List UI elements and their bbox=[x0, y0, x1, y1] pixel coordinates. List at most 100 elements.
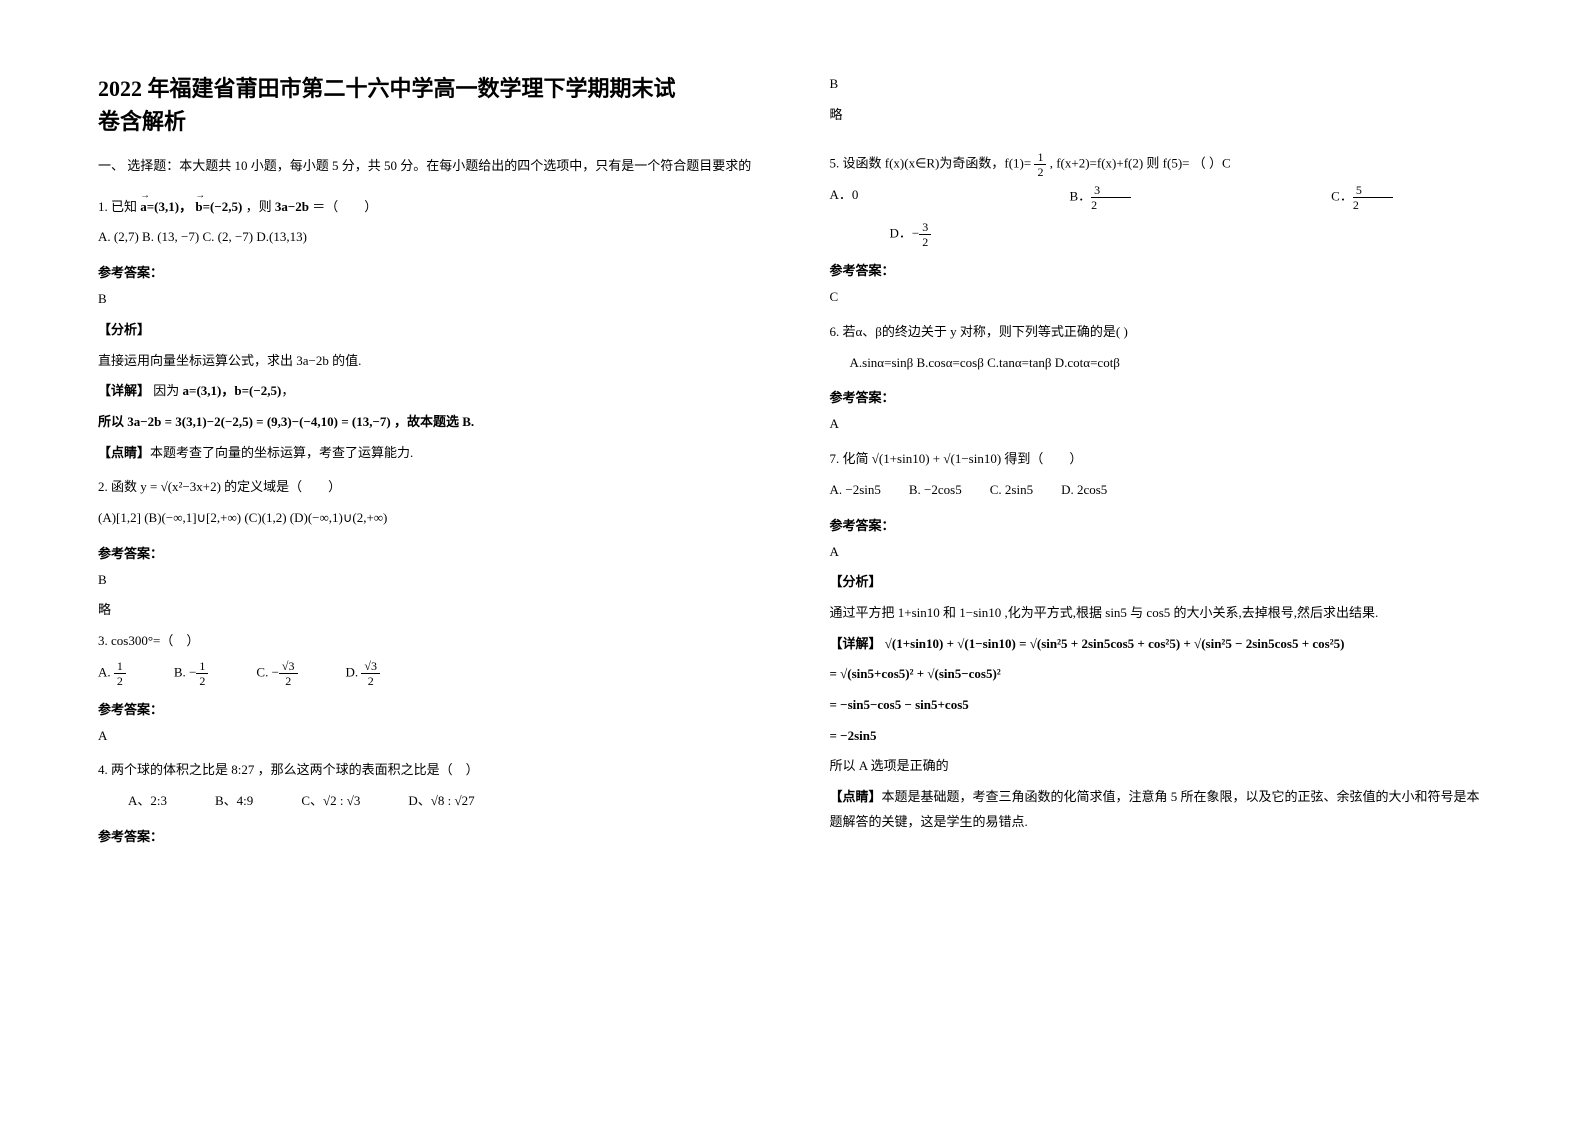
q7-analysis-label: 【分析】 bbox=[830, 570, 1490, 595]
q5-answer-label: 参考答案： bbox=[830, 260, 1490, 279]
q1-detail-line: 所以 3a−2b = 3(3,1)−2(−2,5) = (9,3)−(−4,10… bbox=[98, 410, 758, 435]
q5-optD-n: 3 bbox=[919, 221, 931, 235]
q2-answer: B bbox=[98, 568, 758, 593]
q5-optC-lbl: C． bbox=[1331, 189, 1353, 204]
q5-optC-d: 2 bbox=[1353, 198, 1393, 211]
q1-stem-post: ＝（ ） bbox=[312, 199, 377, 214]
q6-answer-label: 参考答案： bbox=[830, 387, 1490, 406]
right-column: B 略 5. 设函数 f(x)(x∈R)为奇函数，f(1)= 12 , f(x+… bbox=[830, 72, 1490, 1082]
q5-stem: 5. 设函数 f(x)(x∈R)为奇函数，f(1)= 12 , f(x+2)=f… bbox=[830, 151, 1490, 178]
q4-optC: C、√2 : √3 bbox=[301, 789, 360, 814]
q1-answer-label: 参考答案： bbox=[98, 262, 758, 281]
q3-optA: A. 12 bbox=[98, 660, 126, 687]
q4-options: A、2:3 B、4:9 C、√2 : √3 D、√8 : √27 bbox=[98, 789, 758, 814]
q2-answer2: 略 bbox=[98, 598, 758, 623]
q5-optB-n: 3 bbox=[1091, 184, 1131, 198]
q5-stem-n: 1 bbox=[1034, 151, 1046, 165]
q6-options: A.sinα=sinβ B.cosα=cosβ C.tanα=tanβ D.co… bbox=[830, 351, 1490, 376]
q1-options: A. (2,7) B. (13, −7) C. (2, −7) D.(13,13… bbox=[98, 225, 758, 250]
q5-optB-lbl: B． bbox=[1070, 189, 1092, 204]
q3-optD-d: 2 bbox=[368, 674, 374, 687]
q3-answer-label: 参考答案： bbox=[98, 699, 758, 718]
q7-optA: A. −2sin5 bbox=[830, 478, 881, 503]
q1-detail-label: 【详解】 bbox=[98, 383, 150, 398]
q3-optC-pre: − bbox=[272, 664, 279, 679]
q7-answer: A bbox=[830, 540, 1490, 565]
q5-optD-lbl: D． bbox=[890, 226, 912, 241]
q7-answer-label: 参考答案： bbox=[830, 515, 1490, 534]
q7-detail5: 所以 A 选项是正确的 bbox=[830, 754, 1490, 779]
q7-point-text: 本题是基础题，考查三角函数的化简求值，注意角 5 所在象限，以及它的正弦、余弦值… bbox=[830, 789, 1480, 829]
q2-stem: 2. 函数 y = √(x²−3x+2) 的定义域是（ ） bbox=[98, 475, 758, 500]
q1-bval: =(−2,5) bbox=[203, 199, 243, 214]
q5-stem-pre: 5. 设函数 f(x)(x∈R)为奇函数，f(1)= bbox=[830, 156, 1035, 171]
title-line2: 卷含解析 bbox=[98, 109, 186, 134]
q2-options: (A)[1,2] (B)(−∞,1]∪[2,+∞) (C)(1,2) (D)(−… bbox=[98, 506, 758, 531]
q1-answer: B bbox=[98, 287, 758, 312]
q1-analysis-text: 直接运用向量坐标运算公式，求出 3a−2b 的值. bbox=[98, 353, 361, 368]
q3-optC: C. −√32 bbox=[256, 660, 297, 687]
q4-optD: D、√8 : √27 bbox=[408, 789, 474, 814]
q5-optD-d: 2 bbox=[922, 235, 928, 248]
q5-options-row1: A．0 B．32 C．52 bbox=[830, 184, 1490, 211]
q1-expr: 3a−2b bbox=[275, 199, 309, 214]
q1-stem: 1. 已知 a=(3,1)， b=(−2,5) ，则 3a−2b ＝（ ） bbox=[98, 195, 758, 220]
q3-optB-pre: − bbox=[189, 664, 196, 679]
q5-optA: A．0 bbox=[830, 184, 870, 211]
q1-point: 【点睛】本题考查了向量的坐标运算，考查了运算能力. bbox=[98, 441, 758, 466]
q7-stem: 7. 化简 √(1+sin10) + √(1−sin10) 得到（ ） bbox=[830, 447, 1490, 472]
q5-optD-pre: − bbox=[912, 226, 919, 241]
q7-detail: 【详解】 √(1+sin10) + √(1−sin10) = √(sin²5 +… bbox=[830, 632, 1490, 657]
exam-title: 2022 年福建省莆田市第二十六中学高一数学理下学期期末试 卷含解析 bbox=[98, 72, 758, 138]
q3-optB-n: 1 bbox=[196, 660, 208, 674]
q7-detail-label: 【详解】 bbox=[830, 636, 882, 651]
q1-detail-pre: 因为 bbox=[153, 383, 179, 398]
q4-optB: B、4:9 bbox=[215, 789, 253, 814]
q7-analysis: 通过平方把 1+sin10 和 1−sin10 ,化为平方式,根据 sin5 与… bbox=[830, 601, 1490, 626]
q3-optB: B. −12 bbox=[174, 660, 209, 687]
q7-point: 【点睛】本题是基础题，考查三角函数的化简求值，注意角 5 所在象限，以及它的正弦… bbox=[830, 785, 1490, 834]
q5-answer: C bbox=[830, 285, 1490, 310]
q1-detail: 【详解】 因为 a=(3,1)，b=(−2,5)， bbox=[98, 379, 758, 404]
title-line1: 2022 年福建省莆田市第二十六中学高一数学理下学期期末试 bbox=[98, 76, 676, 101]
q1-analysis: 直接运用向量坐标运算公式，求出 3a−2b 的值. bbox=[98, 349, 758, 374]
q5-optC-n: 5 bbox=[1353, 184, 1393, 198]
q1-point-label: 【点睛】 bbox=[98, 445, 150, 460]
q1-stem-pre: 1. 已知 bbox=[98, 199, 137, 214]
q5-stem-post: , f(x+2)=f(x)+f(2) 则 f(5)= （ ）C bbox=[1050, 156, 1231, 171]
q7-options: A. −2sin5 B. −2cos5 C. 2sin5 D. 2cos5 bbox=[830, 478, 1490, 503]
q5-optD: D．−32 bbox=[830, 221, 1490, 248]
q6-stem: 6. 若α、β的终边关于 y 对称，则下列等式正确的是( ) bbox=[830, 320, 1490, 345]
q7-optD: D. 2cos5 bbox=[1061, 478, 1107, 503]
q3-optD: D. √32 bbox=[346, 660, 380, 687]
q1-stem-mid: ，则 bbox=[246, 199, 272, 214]
q3-optB-d: 2 bbox=[199, 674, 205, 687]
q1-detail-a: a=(3,1)，b=(−2,5) bbox=[183, 383, 282, 398]
q1-point-text: 本题考查了向量的坐标运算，考查了运算能力. bbox=[150, 445, 413, 460]
q5-optC: C．52 bbox=[1331, 184, 1393, 211]
q1-aval: =(3,1)， bbox=[147, 199, 192, 214]
q5-optB: B．32 bbox=[1070, 184, 1132, 211]
q3-options: A. 12 B. −12 C. −√32 D. √32 bbox=[98, 660, 758, 687]
q3-optC-d: 2 bbox=[285, 674, 291, 687]
q1-analysis-label: 【分析】 bbox=[98, 318, 758, 343]
q5-stem-d: 2 bbox=[1037, 165, 1043, 178]
q7-optC: C. 2sin5 bbox=[990, 478, 1033, 503]
q2-answer-label: 参考答案： bbox=[98, 543, 758, 562]
q3-optD-n: √3 bbox=[361, 660, 380, 674]
q5-optB-d: 2 bbox=[1091, 198, 1131, 211]
q7-optB: B. −2cos5 bbox=[909, 478, 962, 503]
q4-answer-label: 参考答案： bbox=[98, 826, 758, 845]
q7-point-label: 【点睛】 bbox=[830, 789, 882, 804]
q3-optA-n: 1 bbox=[114, 660, 126, 674]
q3-answer: A bbox=[98, 724, 758, 749]
q7-detail1: √(1+sin10) + √(1−sin10) = √(sin²5 + 2sin… bbox=[885, 636, 1345, 651]
q4-optA: A、2:3 bbox=[128, 789, 167, 814]
q4-answer: B bbox=[830, 72, 1490, 97]
q7-detail4: = −2sin5 bbox=[830, 724, 1490, 749]
q3-optC-n: √3 bbox=[279, 660, 298, 674]
q4-answer2: 略 bbox=[830, 103, 1490, 128]
left-column: 2022 年福建省莆田市第二十六中学高一数学理下学期期末试 卷含解析 一、 选择… bbox=[98, 72, 758, 1082]
q7-detail2: = √(sin5+cos5)² + √(sin5−cos5)² bbox=[830, 662, 1490, 687]
q4-stem: 4. 两个球的体积之比是 8:27 ，那么这两个球的表面积之比是（ ） bbox=[98, 758, 758, 783]
